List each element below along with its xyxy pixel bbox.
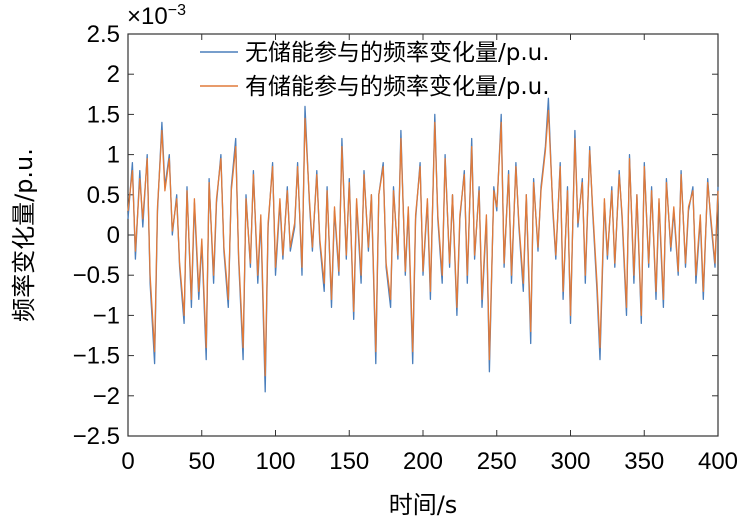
y-tick-label: −0.5	[73, 262, 120, 289]
x-axis-title: 时间/s	[389, 491, 458, 519]
legend-label-no-storage: 无储能参与的频率变化量/p.u.	[245, 40, 550, 66]
x-tick-label: 100	[255, 448, 295, 475]
tick-marks	[127, 33, 719, 437]
y-tick-label: −1	[93, 302, 120, 329]
y-tick-label: −2.5	[73, 423, 120, 450]
x-tick-label: 200	[403, 448, 443, 475]
y-tick-label: 2	[107, 61, 120, 88]
x-tick-label: 150	[329, 448, 369, 475]
x-tick-label: 250	[477, 448, 517, 475]
y-axis-multiplier: ×10−3	[127, 2, 186, 30]
y-tick-label: 2.5	[87, 21, 120, 48]
y-tick-label: 0	[107, 222, 120, 249]
x-tick-label: 0	[121, 448, 134, 475]
x-tick-label: 400	[698, 448, 738, 475]
y-tick-labels: 2.5 2 1.5 1 0.5 0 −0.5 −1 −1.5 −2 −2.5	[73, 21, 120, 450]
y-axis-title: 频率变化量/p.u.	[10, 148, 38, 322]
y-tick-label: −1.5	[73, 343, 120, 370]
legend-label-with-storage: 有储能参与的频率变化量/p.u.	[245, 74, 550, 100]
y-tick-label: −2	[93, 383, 120, 410]
x-tick-label: 300	[550, 448, 590, 475]
series-lines	[127, 97, 719, 393]
legend: 无储能参与的频率变化量/p.u. 有储能参与的频率变化量/p.u.	[200, 40, 550, 100]
x-tick-label: 50	[188, 448, 215, 475]
series-line-no-storage	[127, 97, 719, 393]
y-tick-label: 1	[107, 142, 120, 169]
x-tick-label: 350	[624, 448, 664, 475]
y-tick-label: 0.5	[87, 182, 120, 209]
series-line-with-storage	[127, 109, 719, 377]
x-tick-labels: 0 50 100 150 200 250 300 350 400	[121, 448, 738, 475]
y-tick-label: 1.5	[87, 101, 120, 128]
